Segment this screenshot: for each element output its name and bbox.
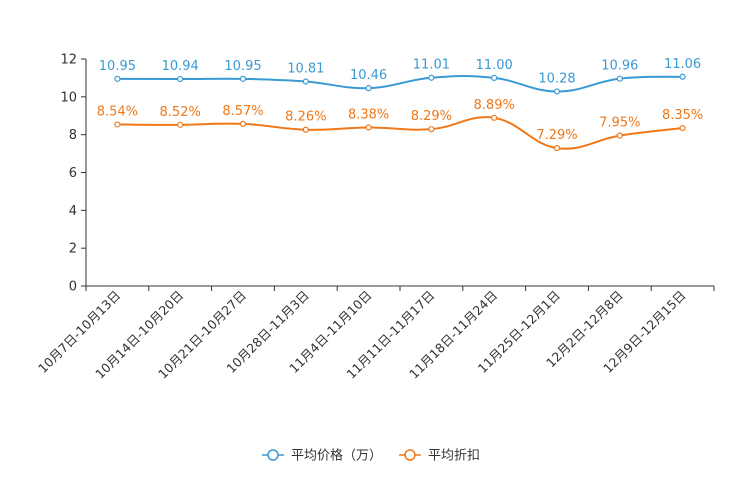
y-tick-label: 4 xyxy=(69,204,77,219)
data-label: 8.35% xyxy=(662,108,703,123)
data-label: 10.94 xyxy=(162,59,199,74)
legend-item-2[interactable]: 平均折扣 xyxy=(399,449,480,464)
legend-item-1[interactable]: 平均价格（万） xyxy=(262,448,382,464)
y-tick-label: 12 xyxy=(60,53,77,68)
data-label: 10.96 xyxy=(601,59,638,74)
data-point[interactable] xyxy=(114,75,121,82)
y-tick-label: 8 xyxy=(69,128,77,143)
data-point[interactable] xyxy=(239,120,247,127)
y-tick-label: 6 xyxy=(69,166,77,181)
data-point[interactable] xyxy=(491,74,498,82)
data-point[interactable] xyxy=(553,88,561,95)
legend-label: 平均价格（万） xyxy=(291,448,382,464)
series-line-1[interactable] xyxy=(117,75,683,93)
data-label: 10.81 xyxy=(287,62,324,77)
data-point[interactable] xyxy=(365,85,372,92)
data-label: 11.01 xyxy=(413,58,450,73)
legend-label: 平均折扣 xyxy=(428,449,480,464)
series-line-2[interactable] xyxy=(117,116,683,150)
data-label: 7.29% xyxy=(536,128,577,143)
axes-layer: 02468101210月7日-10月13日10月14日-10月20日10月21日… xyxy=(35,53,715,382)
legend-marker-icon xyxy=(267,449,279,461)
data-point[interactable] xyxy=(177,121,184,128)
data-label: 8.38% xyxy=(348,107,389,122)
y-tick-label: 0 xyxy=(69,280,77,295)
data-label: 7.95% xyxy=(599,116,640,131)
data-label: 8.89% xyxy=(474,98,515,113)
y-tick-label: 10 xyxy=(60,90,77,105)
data-point[interactable] xyxy=(679,73,686,80)
series-layer xyxy=(114,73,686,152)
data-point[interactable] xyxy=(428,126,435,133)
y-tick-label: 2 xyxy=(69,242,77,257)
data-label: 11.06 xyxy=(664,57,701,72)
data-point[interactable] xyxy=(679,124,686,132)
data-point[interactable] xyxy=(616,132,623,139)
data-label: 8.52% xyxy=(160,105,201,120)
data-point[interactable] xyxy=(428,74,435,81)
data-point[interactable] xyxy=(302,78,309,85)
data-label: 8.57% xyxy=(222,104,263,119)
data-point[interactable] xyxy=(239,75,247,82)
legend-marker-icon xyxy=(404,449,416,461)
data-point[interactable] xyxy=(491,114,498,121)
data-point[interactable] xyxy=(553,144,561,152)
data-point[interactable] xyxy=(177,75,184,83)
data-label: 8.26% xyxy=(285,110,326,125)
data-point[interactable] xyxy=(114,121,121,128)
legend[interactable]: 平均价格（万） 平均折扣 xyxy=(262,448,480,464)
data-label: 10.28 xyxy=(538,72,575,87)
data-labels-layer: 10.95 10.94 10.95 10.81 10.46 11.01 11.00 10.28… xyxy=(97,57,704,143)
data-label: 8.29% xyxy=(411,109,452,124)
data-label: 10.95 xyxy=(99,59,136,74)
data-label: 11.00 xyxy=(476,58,513,73)
data-point[interactable] xyxy=(365,124,372,131)
data-label: 10.46 xyxy=(350,68,387,83)
data-label: 8.54% xyxy=(97,104,138,119)
data-point[interactable] xyxy=(616,75,623,82)
data-point[interactable] xyxy=(302,126,309,133)
data-label: 10.95 xyxy=(224,59,261,74)
